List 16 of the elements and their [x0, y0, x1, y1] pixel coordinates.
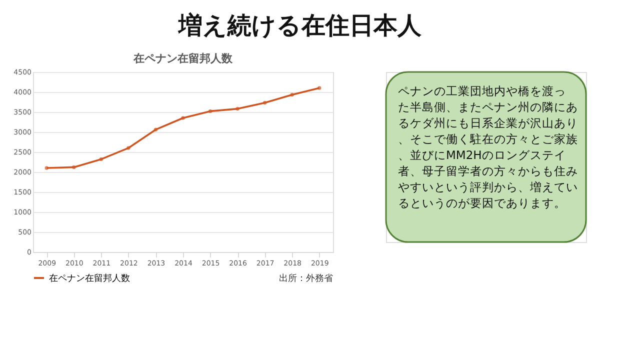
- text: 出所：外務省: [279, 273, 333, 284]
- legend-label: 在ペナン在留邦人数: [49, 273, 130, 284]
- point: [290, 92, 294, 97]
- text: ペナンの工業団地内や橋を渡った半島側、またペナン州の隣にあるケダ州にも日系企業が沢山あり、そこで働く駐在の方々とご家族、並びにMM2Hのロングステイ者、母子留学者の方々からも住みやすいという評判から、増えているというのが要因であります。: [398, 84, 578, 210]
- point: [154, 128, 158, 132]
- point: [44, 166, 49, 170]
- point: [262, 100, 267, 105]
- chart-subtitle: 在ペナン在留邦人数: [132, 52, 234, 65]
- point: [126, 146, 130, 150]
- point: [236, 106, 240, 111]
- chart-title: 増え続ける在住日本人: [177, 12, 422, 40]
- point: [208, 109, 212, 114]
- point: [181, 116, 185, 120]
- point: [72, 165, 76, 170]
- point: [99, 157, 104, 162]
- point: [317, 86, 322, 90]
